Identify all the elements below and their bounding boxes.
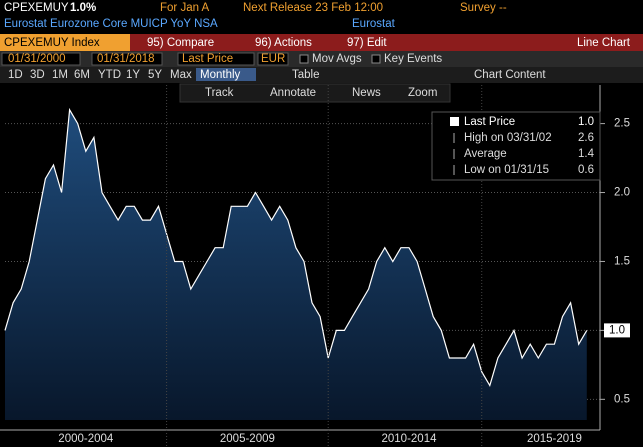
frequency[interactable]: Monthly — [200, 69, 241, 81]
period-button[interactable]: 1Y — [126, 69, 140, 81]
tool-button[interactable]: Track — [205, 87, 234, 99]
security: CPEXEMUY Index — [4, 37, 100, 49]
frequency-box[interactable] — [196, 68, 256, 81]
x-tick-label: 2010-2014 — [382, 433, 438, 445]
period-button[interactable]: 1D — [8, 69, 23, 81]
x-tick-label: 2015-2019 — [527, 433, 582, 445]
last-value-label: 1.0 — [609, 324, 625, 336]
legend-label: High on 03/31/02 — [464, 132, 552, 144]
tool-button[interactable]: Annotate — [270, 87, 316, 99]
y-tick-label: 2.5 — [614, 118, 630, 130]
period-bar — [0, 67, 643, 83]
price: 1.0% — [70, 2, 96, 14]
x-axis-band — [0, 430, 643, 447]
legend-value: 1.4 — [578, 148, 595, 160]
y-tick-label: 0.5 — [614, 393, 630, 405]
menu-bar — [0, 34, 643, 51]
last-value-box — [604, 323, 630, 338]
x-tick-label: 2000-2004 — [58, 433, 114, 445]
start-date-box[interactable] — [1, 52, 81, 66]
edit-button[interactable]: 97) Edit — [347, 37, 387, 49]
legend-label: Average — [464, 148, 507, 160]
legend-box — [431, 111, 601, 181]
security-box — [0, 34, 130, 51]
source: Eurostat — [352, 18, 396, 30]
start-date[interactable]: 01/31/2000 — [8, 53, 66, 65]
period-button[interactable]: Max — [170, 69, 192, 81]
period-button[interactable]: 6M — [74, 69, 90, 81]
legend-label: Last Price — [464, 116, 515, 128]
compare-button[interactable]: 95) Compare — [147, 37, 214, 49]
y-tick-label: 2.0 — [614, 187, 630, 199]
period-button[interactable]: YTD — [98, 69, 121, 81]
currency-box[interactable] — [257, 52, 289, 66]
mov-avgs[interactable]: Mov Avgs — [312, 53, 362, 65]
tool-button[interactable]: Zoom — [408, 87, 437, 99]
field[interactable]: Last Price — [182, 53, 233, 65]
tool-bar — [179, 83, 451, 103]
end-date-box[interactable] — [91, 52, 163, 66]
field-box[interactable] — [177, 52, 255, 66]
period: For Jan A — [160, 2, 210, 14]
period-button[interactable]: 3D — [30, 69, 45, 81]
x-tick-label: 2005-2009 — [220, 433, 275, 445]
area — [5, 109, 587, 421]
legend-value: 0.6 — [578, 164, 594, 176]
currency[interactable]: EUR — [261, 53, 285, 65]
legend-swatch — [450, 117, 459, 126]
legend-value: 1.0 — [578, 116, 594, 128]
survey: Survey -- — [460, 2, 507, 14]
period-button[interactable]: 1M — [52, 69, 68, 81]
legend-label: Low on 01/31/15 — [464, 164, 549, 176]
line — [4, 107, 588, 387]
actions-button[interactable]: 96) Actions — [255, 37, 312, 49]
chart-content-button[interactable]: Chart Content — [474, 69, 546, 81]
end-date[interactable]: 01/31/2018 — [97, 53, 155, 65]
description: Eurostat Eurozone Core MUICP YoY NSA — [4, 18, 218, 30]
table-button[interactable]: Table — [292, 69, 320, 81]
period-button[interactable]: 5Y — [148, 69, 162, 81]
next-release: Next Release 23 Feb 12:00 — [243, 2, 383, 14]
legend-value: 2.6 — [578, 132, 594, 144]
tool-button[interactable]: News — [352, 87, 381, 99]
ticker: CPEXEMUY — [4, 2, 69, 14]
view-label: Line Chart — [577, 37, 631, 49]
key-events[interactable]: Key Events — [384, 53, 442, 65]
mov-avgs-check[interactable] — [299, 54, 309, 64]
y-tick-label: 1.5 — [614, 255, 630, 267]
key-events-check[interactable] — [371, 54, 381, 64]
